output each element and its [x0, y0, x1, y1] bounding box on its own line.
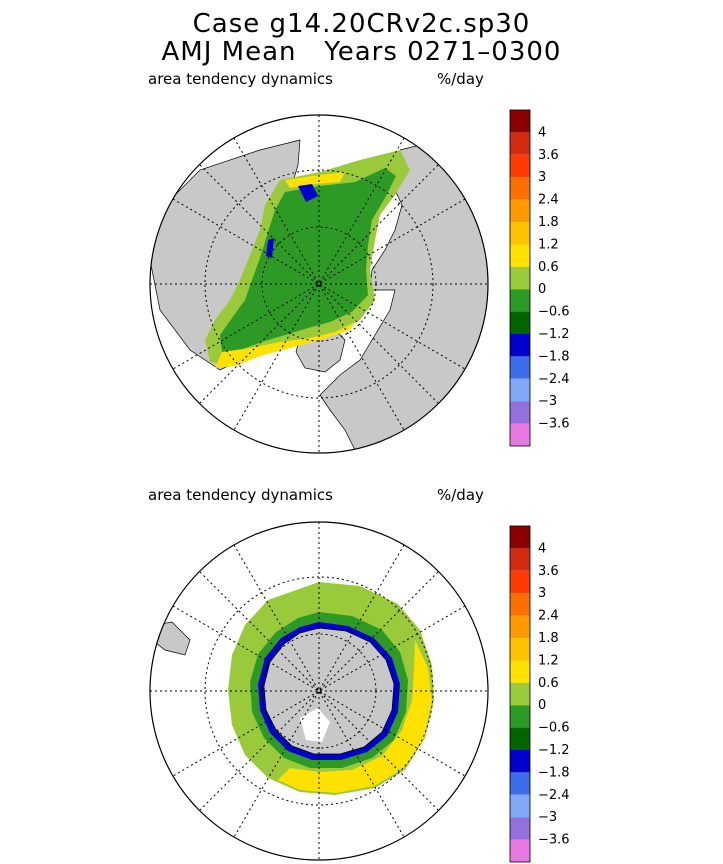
south-colorbar-swatch [510, 727, 530, 750]
north-ice-edge-positive-2 [215, 322, 355, 368]
north-colorbar-swatch [510, 311, 530, 334]
north-graticule [150, 115, 488, 453]
north-colorbar-swatch [510, 266, 530, 290]
south-colorbar-tick-label: 0.6 [538, 676, 559, 691]
south-colorbar-tick-label: −1.8 [538, 765, 570, 780]
north-colorbar-swatch [510, 132, 530, 155]
south-colorbar-tick-label: 3 [538, 586, 546, 601]
south-colorbar-swatch [510, 839, 530, 862]
north-colorbar-tick-label: 2.4 [538, 193, 559, 208]
south-colorbar-tick-label: 1.2 [538, 653, 559, 668]
south-colorbar-swatch [510, 682, 530, 706]
north-colorbar-tick-label: 4 [538, 125, 546, 140]
south-colorbar-tick-label: −1.2 [538, 743, 570, 758]
north-panel-units: %/day [437, 70, 484, 88]
north-colorbar-tick-label: 1.2 [538, 237, 559, 252]
north-polar-map [149, 114, 489, 454]
north-colorbar-swatch [510, 423, 530, 446]
north-colorbar-swatch [510, 244, 530, 267]
north-colorbar: 4 3.6 3 2.4 1.8 1.2 0.6 0 −0.6 −1.2 −1.8 −2.4 −3 −3.6 [509, 109, 570, 447]
south-colorbar-swatch [510, 750, 530, 773]
north-colorbar-tick-label: −1.8 [538, 349, 570, 364]
south-colorbar-tick-label: −3 [538, 810, 557, 825]
north-colorbar-frame [509, 109, 531, 447]
south-colorbar-tick-label: −3.6 [538, 833, 570, 848]
south-colorbar-swatch [510, 548, 530, 571]
south-polar-map [149, 521, 489, 861]
north-colorbar-tick-label: 3.6 [538, 148, 559, 163]
south-colorbar-tick-label: 1.8 [538, 631, 559, 646]
north-colorbar-swatch [510, 154, 530, 178]
south-panel-label: area tendency dynamics [148, 486, 333, 504]
north-ice-edge-negative-2 [266, 238, 274, 258]
north-colorbar-tick-label: 0.6 [538, 260, 559, 275]
figure-title-line2: AMJ Mean Years 0271–0300 [161, 37, 562, 67]
south-colorbar-tick-label: 0 [538, 698, 546, 713]
south-colorbar-swatch [510, 817, 530, 840]
north-colorbar-swatch [510, 334, 530, 357]
north-colorbar-tick-label: −2.4 [538, 372, 570, 387]
north-colorbar-swatch [510, 177, 530, 200]
south-colorbar-swatch [510, 794, 530, 818]
north-colorbar-tick-label: −1.2 [538, 327, 570, 342]
north-colorbar-swatch [510, 378, 530, 402]
south-colorbar-swatch [510, 526, 530, 549]
south-colorbar-tick-label: 3.6 [538, 564, 559, 579]
south-panel-units: %/day [437, 486, 484, 504]
south-colorbar-tick-label: 4 [538, 541, 546, 556]
south-colorbar-swatch [510, 705, 530, 728]
north-colorbar-tick-label: 1.8 [538, 215, 559, 230]
south-ross-sea [300, 708, 330, 742]
south-land-antarctica [263, 627, 395, 755]
south-colorbar-swatch [510, 570, 530, 594]
north-ice-edge-positive-1 [285, 172, 345, 188]
south-graticule [150, 522, 488, 860]
north-colorbar-swatch [510, 222, 530, 245]
south-colorbar-tick-label: 2.4 [538, 609, 559, 624]
south-colorbar-swatch [510, 772, 530, 795]
south-colorbar-swatch [510, 593, 530, 616]
north-ice-edge-negative [298, 184, 318, 202]
north-colorbar-tick-label: −3.6 [538, 417, 570, 432]
south-colorbar: 4 3.6 3 2.4 1.8 1.2 0.6 0 −0.6 −1.2 −1.8 −2.4 −3 −3.6 [509, 525, 570, 863]
north-colorbar-swatch [510, 401, 530, 424]
north-colorbar-tick-label: −3 [538, 394, 557, 409]
north-colorbar-tick-label: −0.6 [538, 305, 570, 320]
north-land-eurasia [319, 139, 488, 453]
north-colorbar-swatch [510, 110, 530, 133]
north-colorbar-swatch [510, 199, 530, 222]
north-colorbar-swatch [510, 356, 530, 379]
figure-title-line1: Case g14.20CRv2c.sp30 [192, 9, 531, 39]
south-colorbar-swatch [510, 615, 530, 638]
south-colorbar-tick-label: −0.6 [538, 721, 570, 736]
south-colorbar-frame [509, 525, 531, 863]
south-colorbar-swatch [510, 660, 530, 683]
south-ice-edge-positive [278, 640, 432, 793]
south-colorbar-tick-label: −2.4 [538, 788, 570, 803]
north-colorbar-tick-label: 0 [538, 282, 546, 297]
north-map-border [149, 114, 489, 454]
north-sea-ice-core [220, 168, 396, 352]
north-panel-label: area tendency dynamics [148, 70, 333, 88]
north-colorbar-swatch [510, 289, 530, 312]
north-colorbar-tick-label: 3 [538, 170, 546, 185]
south-colorbar-swatch [510, 638, 530, 661]
south-map-border [149, 521, 489, 861]
